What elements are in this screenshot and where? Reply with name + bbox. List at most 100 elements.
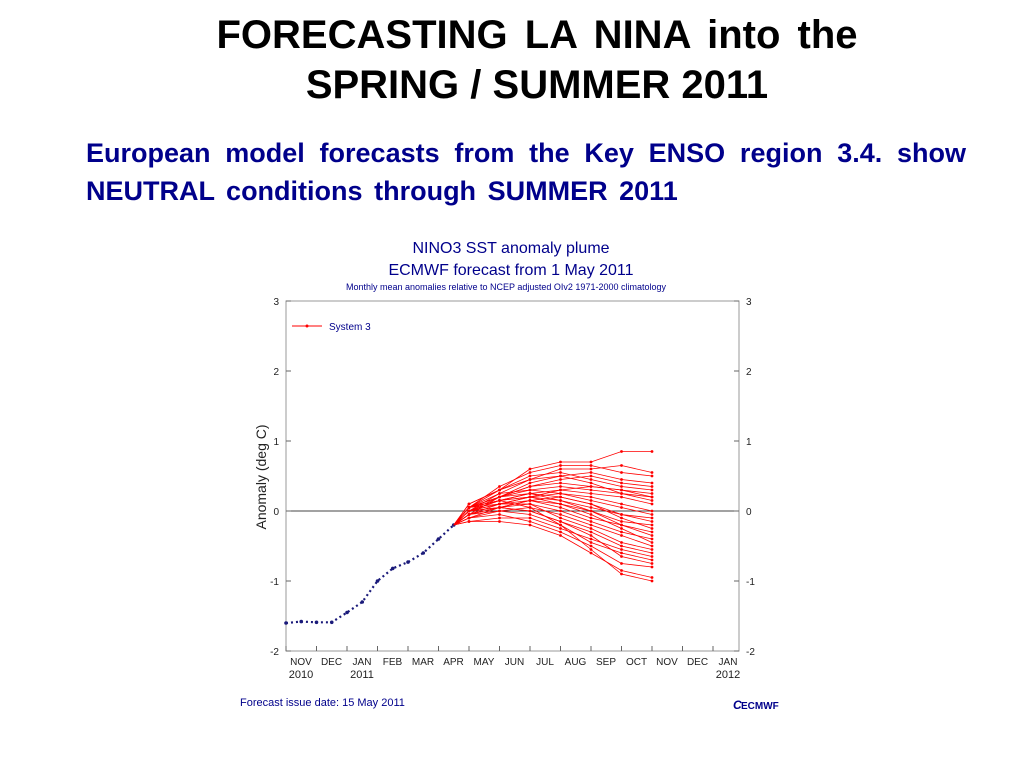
ensemble-member-point (589, 520, 593, 523)
legend: System 3 (292, 322, 371, 333)
ensemble-member-point (589, 478, 593, 481)
ensemble-member-point (650, 495, 654, 499)
plot-frame (285, 300, 740, 652)
ensemble-member-line (453, 500, 653, 526)
ensemble-member-line (453, 496, 653, 543)
x-tick-label: FEB (383, 657, 403, 668)
ensemble-member-point (589, 509, 593, 513)
ensemble-member-point (650, 537, 654, 541)
y-tick-label-left: 3 (273, 297, 279, 308)
ensemble-member-point (650, 474, 654, 478)
ensemble-member-point (620, 464, 623, 467)
ensemble-member-point (620, 485, 623, 488)
ensemble-member-point (589, 516, 593, 520)
ensemble-member-point (650, 555, 654, 558)
ensemble-member-point (589, 544, 593, 548)
ensemble-member-point (589, 534, 593, 537)
chart-note: Monthly mean anomalies relative to NCEP … (346, 282, 667, 292)
observed-point (284, 621, 288, 625)
observed-point (375, 579, 380, 583)
ensemble-member-point (620, 478, 623, 481)
chart-subtitle: ECMWF forecast from 1 May 2011 (388, 262, 633, 279)
ensemble-member-point (650, 534, 654, 537)
ensemble-member-point (589, 467, 593, 471)
ensemble-member-point (498, 506, 501, 509)
ensemble-member-point (528, 492, 532, 495)
observed-point (314, 620, 319, 625)
ensemble-member-point (620, 450, 623, 453)
ensemble-member-point (559, 502, 562, 506)
ensemble-member-point (559, 464, 562, 467)
ensemble-member-point (620, 530, 623, 534)
ensemble-member-point (620, 555, 623, 558)
ensemble-member-line (453, 496, 653, 526)
x-tick-label: JUN (505, 657, 524, 668)
x-tick-label: JUL (536, 657, 554, 668)
y-tick-label-left: 2 (273, 367, 279, 378)
ensemble-member-point (498, 502, 501, 506)
y-axis-label: Anomaly (deg C) (253, 424, 269, 529)
observed-point (390, 566, 395, 571)
ensemble-member-line (453, 451, 652, 526)
ensemble-member-point (467, 520, 471, 523)
x-tick-label: NOV (290, 657, 312, 668)
ensemble-member-point (650, 579, 654, 583)
ensemble-member-point (589, 474, 593, 478)
ensemble-member-line (453, 493, 653, 536)
y-tick-label-right: 3 (746, 297, 752, 308)
ensemble-member-point (650, 551, 654, 555)
ensemble-member-point (589, 485, 593, 488)
ensemble-member-point (589, 551, 593, 555)
ensemble-member-line (453, 510, 653, 561)
ensemble-member-point (559, 513, 562, 516)
ensemble-member-point (620, 534, 623, 537)
observed-point (406, 560, 410, 564)
ensemble-member-point (650, 485, 654, 488)
ensemble-member-point (559, 516, 562, 520)
ensemble-member-point (498, 499, 501, 502)
ensemble-member-point (528, 467, 532, 471)
ensemble-member-point (650, 527, 654, 530)
ensemble-member-point (589, 471, 593, 474)
ensemble-member-line (453, 486, 653, 526)
ensemble-member-line (453, 517, 653, 557)
ensemble-member-line (453, 475, 653, 526)
ensemble-member-point (620, 488, 623, 492)
ensemble-member-point (620, 572, 623, 576)
ensemble-member-point (620, 548, 623, 551)
ensemble-member-point (650, 488, 654, 492)
ensemble-member-point (650, 541, 654, 544)
ensemble-member-point (650, 548, 654, 551)
ensemble-member-point (498, 485, 501, 488)
ensemble-member-line (453, 475, 653, 526)
ensemble-member-point (589, 527, 593, 530)
ensemble-member-point (559, 509, 562, 513)
observed-line (285, 524, 455, 625)
ensemble-member-point (528, 506, 532, 509)
x-tick-label: DEC (687, 657, 708, 668)
ensemble-member-point (589, 548, 593, 551)
ensemble-member-point (589, 488, 593, 492)
ensemble-member-point (589, 506, 593, 509)
ensemble-member-point (589, 530, 593, 534)
chart-title: NINO3 SST anomaly plume (412, 240, 609, 257)
observed-point (329, 620, 334, 625)
ensemble-member-point (589, 499, 593, 502)
ensemble-member-point (528, 513, 532, 516)
ensemble-member-point (620, 544, 623, 548)
ensemble-member-point (589, 537, 593, 541)
ensemble-member-point (559, 474, 562, 478)
ensemble-member-point (528, 509, 532, 513)
x-year-label: 2010 (289, 669, 313, 681)
ensemble-member-point (559, 523, 562, 527)
ensemble-member-point (559, 485, 562, 488)
ensemble-member-point (620, 506, 623, 509)
ensemble-member-point (650, 520, 654, 523)
ensemble-member-point (528, 499, 532, 502)
ensemble-member-point (467, 513, 471, 516)
ensemble-member-point (620, 523, 623, 527)
ecmwf-logo: C ECMWF (733, 698, 779, 712)
ensemble-member-point (650, 513, 654, 516)
y-tick-label-right: 1 (746, 437, 752, 448)
